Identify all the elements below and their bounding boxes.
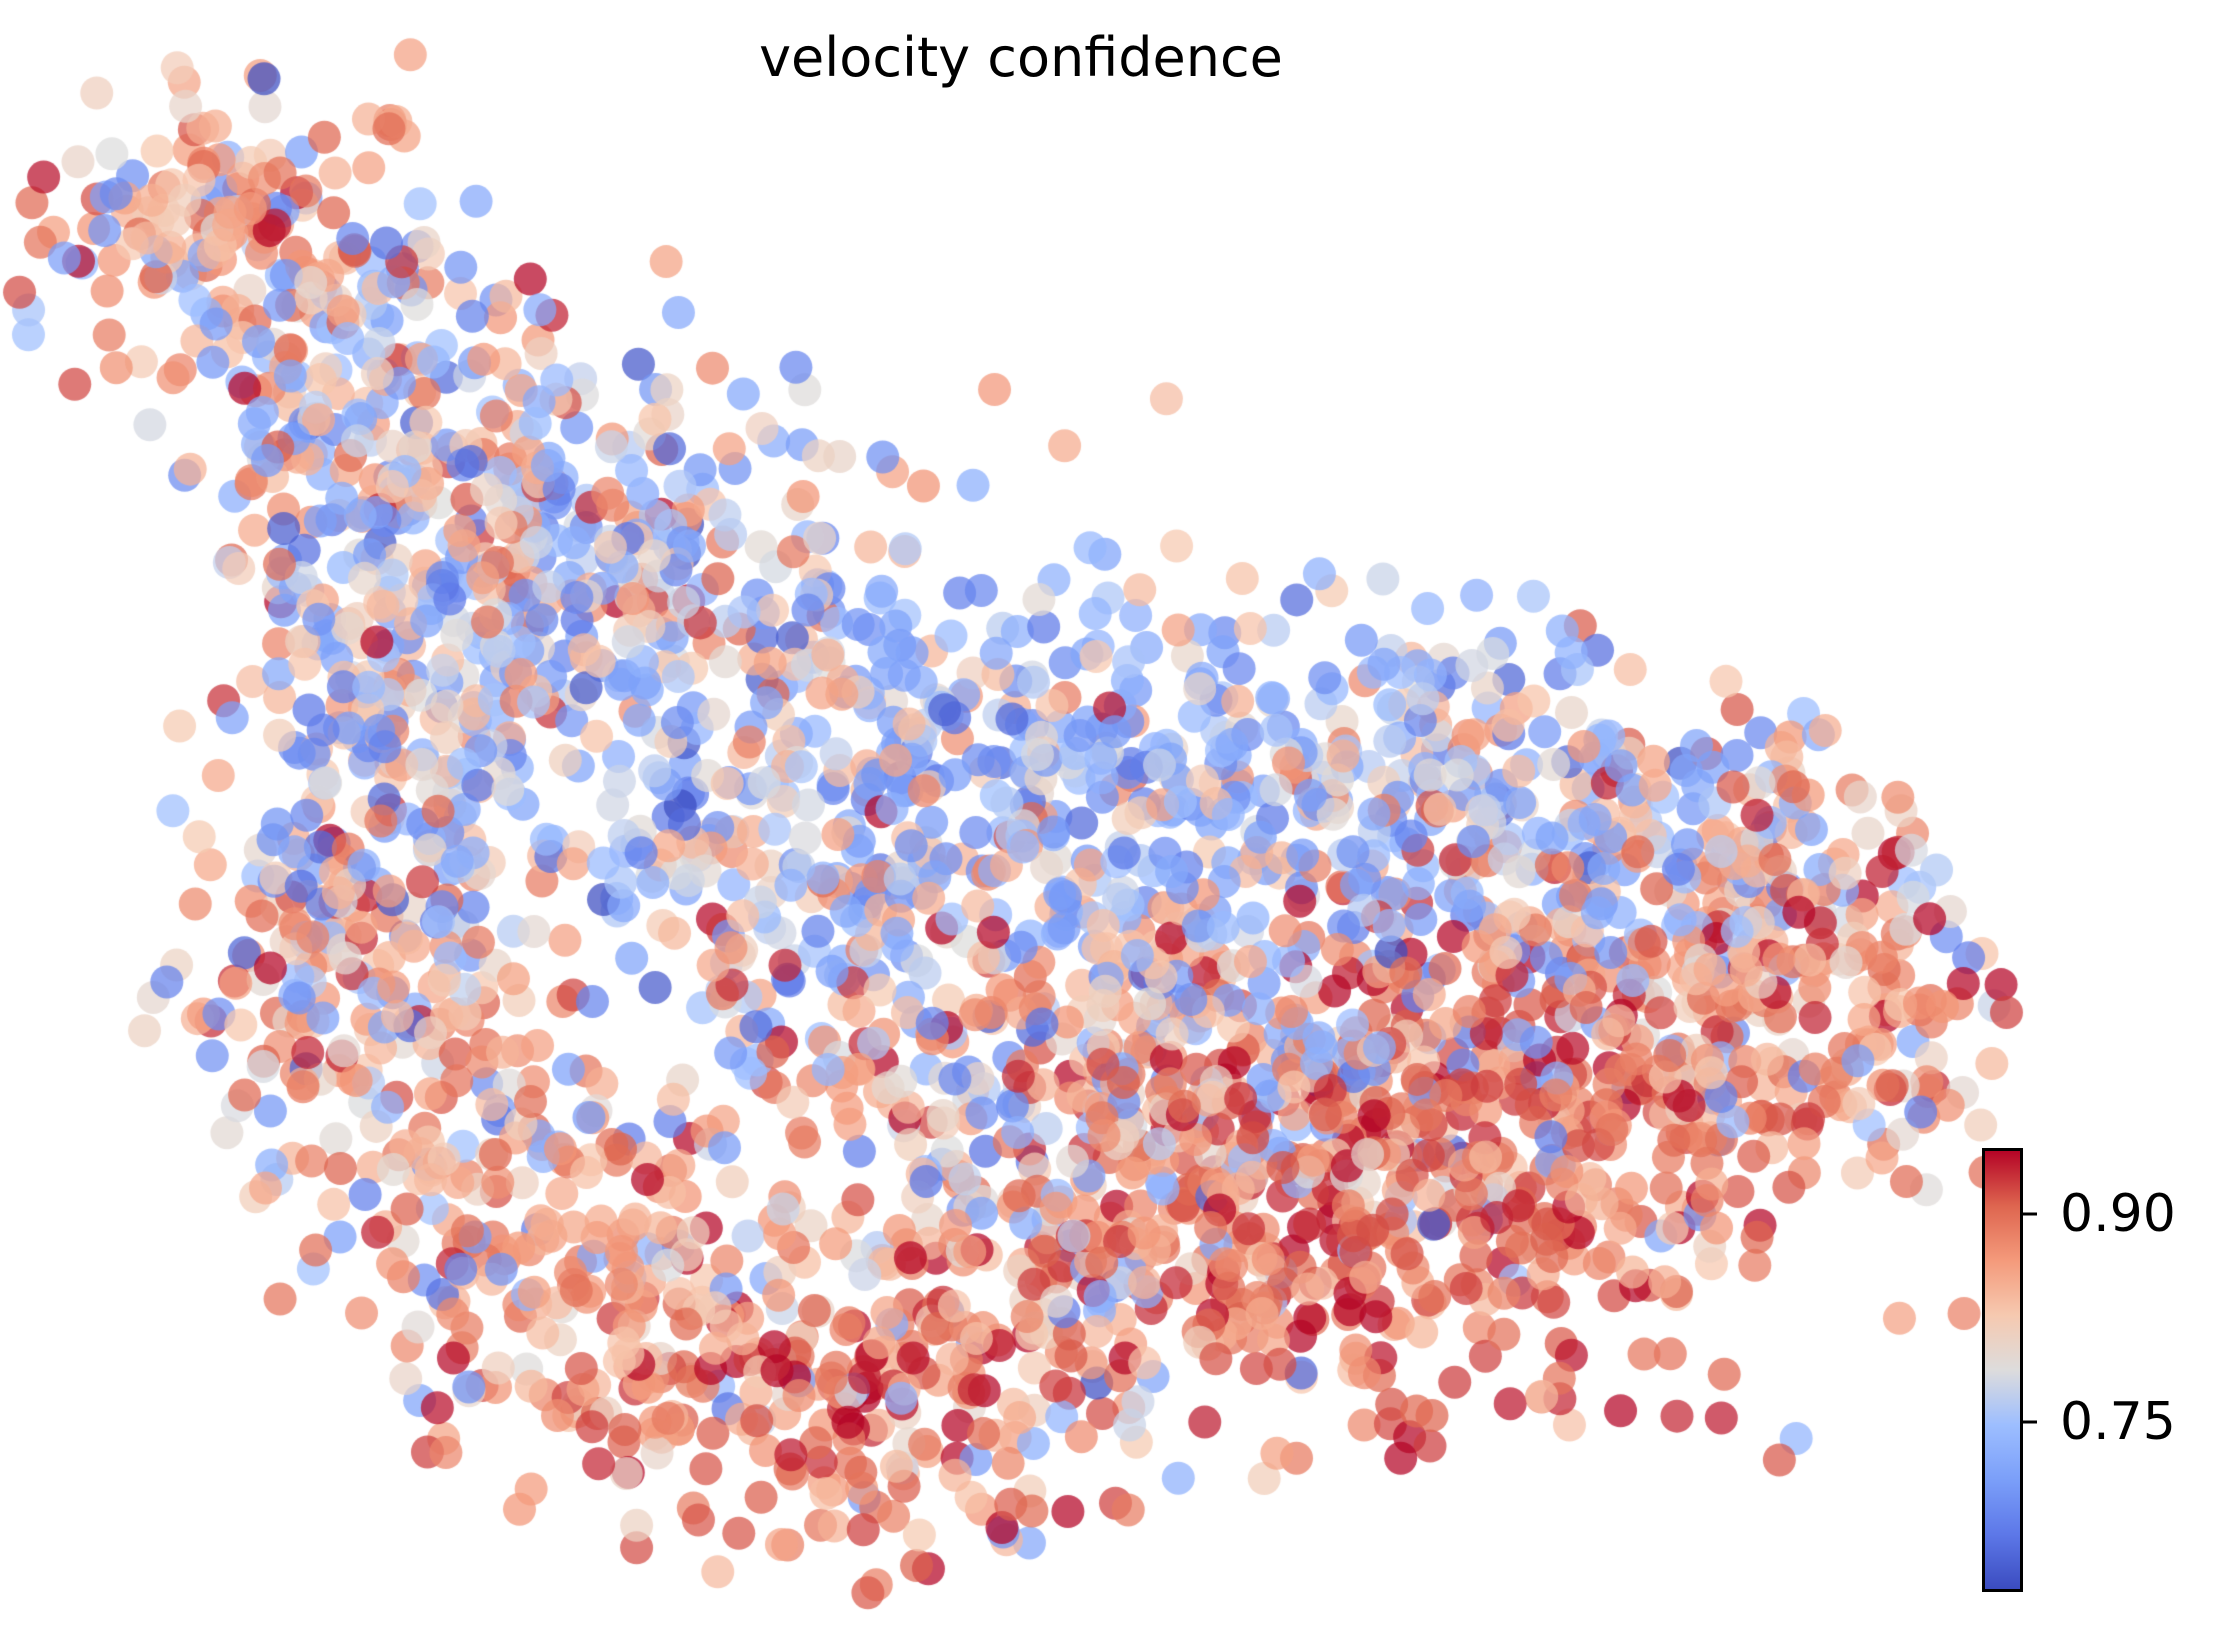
colorbar-tick-label: 0.90 (2060, 1183, 2176, 1244)
plot-title: velocity confidence (759, 26, 1283, 89)
colorbar-gradient (1985, 1151, 2020, 1589)
colorbar-tick-mark (2020, 1212, 2037, 1216)
colorbar-tick-label: 0.75 (2060, 1392, 2176, 1453)
colorbar: 0.90 0.75 (1982, 1148, 2176, 1592)
colorbar-tick-mark (2020, 1420, 2037, 1424)
